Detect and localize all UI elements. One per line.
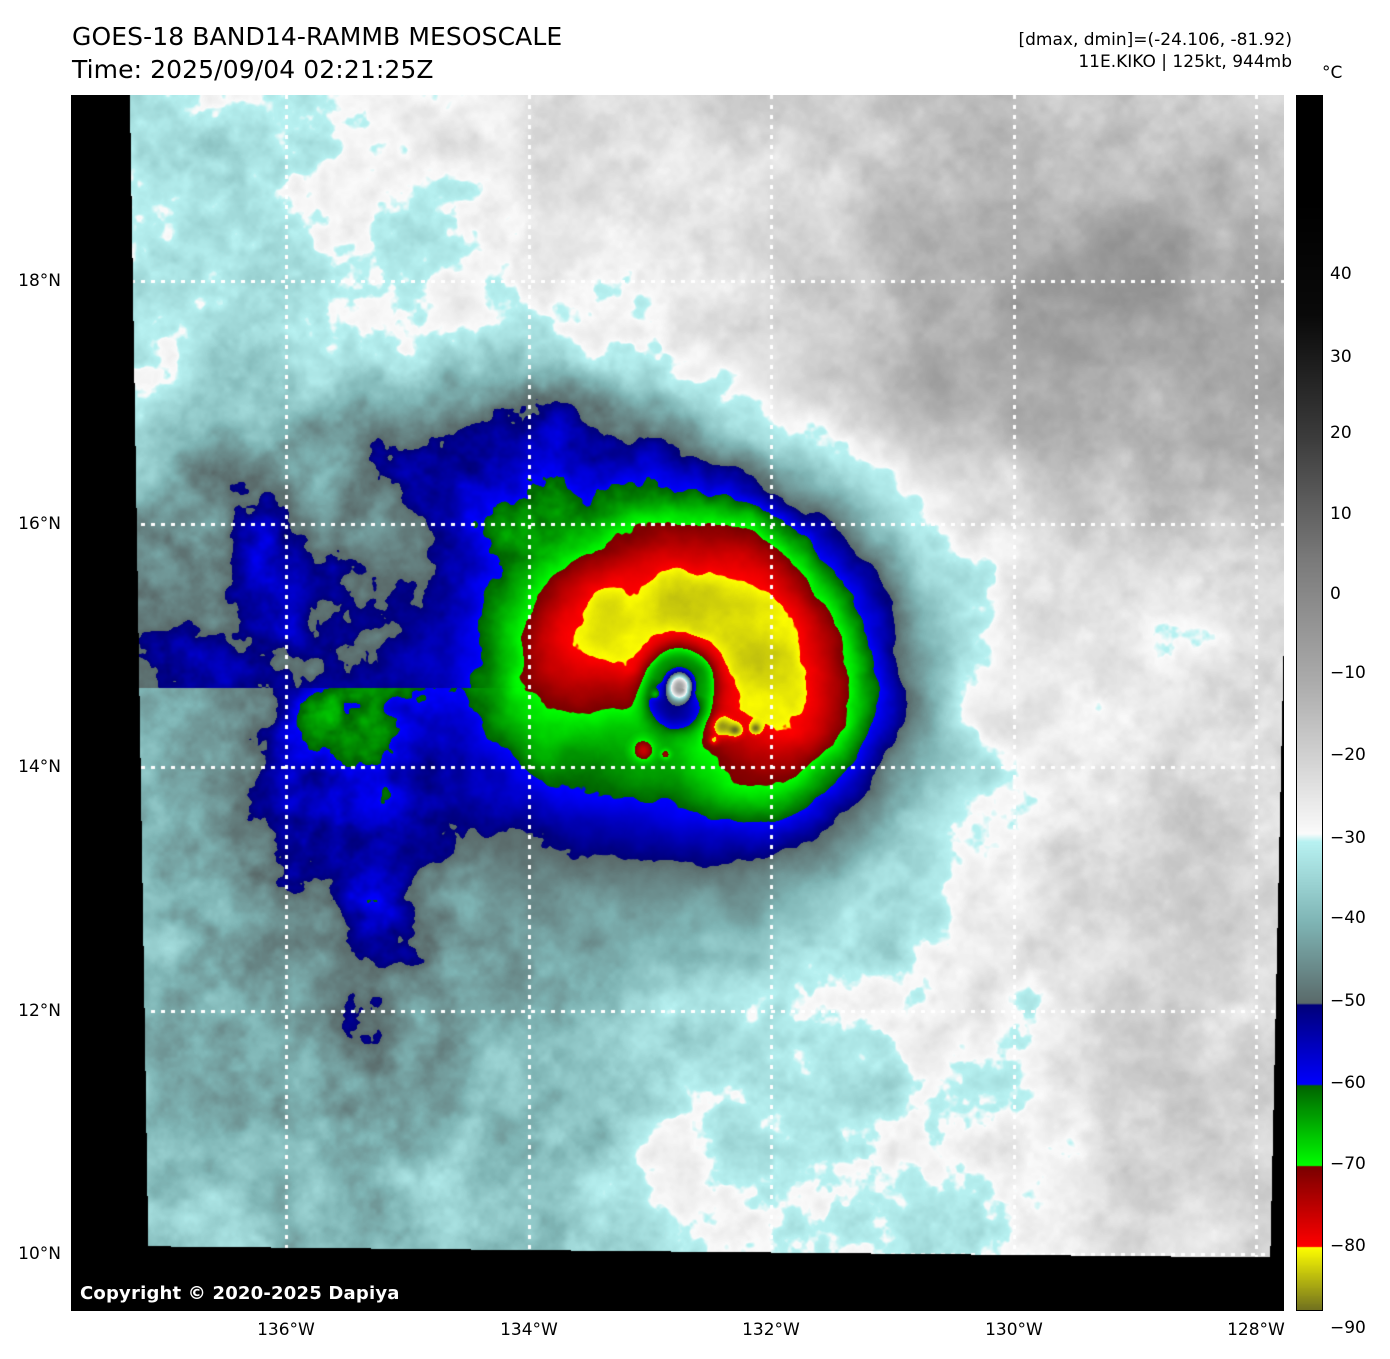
longitude-tick-label: 136°W xyxy=(257,1320,315,1340)
copyright-overlay: Copyright © 2020-2025 Dapiya xyxy=(80,1283,400,1304)
colorbar xyxy=(1296,95,1323,1311)
title-block: GOES-18 BAND14-RAMMB MESOSCALE Time: 202… xyxy=(72,20,562,86)
longitude-tick-label: 134°W xyxy=(500,1320,558,1340)
colorbar-tick-label: −20 xyxy=(1330,745,1366,765)
dmax-dmin-label: [dmax, dmin]=(-24.106, -81.92) xyxy=(1018,30,1293,50)
latitude-tick-label: 12°N xyxy=(18,1001,61,1021)
colorbar-tick-label: −90 xyxy=(1330,1318,1366,1338)
colorbar-tick-label: 0 xyxy=(1330,584,1341,604)
colorbar-tick-label: 20 xyxy=(1330,423,1352,443)
longitude-tick-label: 128°W xyxy=(1227,1320,1285,1340)
colorbar-unit-label: °C xyxy=(1322,63,1343,83)
timestamp-label: Time: 2025/09/04 02:21:25Z xyxy=(72,55,434,84)
longitude-tick-label: 130°W xyxy=(985,1320,1043,1340)
colorbar-gradient xyxy=(1296,95,1323,1311)
latitude-tick-label: 16°N xyxy=(18,514,61,534)
metadata-block: [dmax, dmin]=(-24.106, -81.92) 11E.KIKO … xyxy=(1019,30,1293,74)
colorbar-tick-label: −60 xyxy=(1330,1073,1366,1093)
storm-info-label: 11E.KIKO | 125kt, 944mb xyxy=(1078,51,1292,72)
colorbar-tick-label: 30 xyxy=(1330,347,1352,367)
satellite-imagery-canvas xyxy=(71,95,1284,1311)
latitude-tick-label: 10°N xyxy=(18,1244,61,1264)
satellite-image-plot xyxy=(71,95,1284,1311)
longitude-tick-label: 132°W xyxy=(742,1320,800,1340)
colorbar-tick-label: −10 xyxy=(1330,663,1366,683)
colorbar-tick-label: 40 xyxy=(1330,264,1352,284)
colorbar-tick-label: 10 xyxy=(1330,504,1352,524)
colorbar-tick-label: −40 xyxy=(1330,908,1366,928)
latitude-tick-label: 18°N xyxy=(18,271,61,291)
latitude-tick-label: 14°N xyxy=(18,757,61,777)
page-title: GOES-18 BAND14-RAMMB MESOSCALE xyxy=(72,22,563,51)
colorbar-tick-label: −80 xyxy=(1330,1236,1366,1256)
colorbar-tick-label: −50 xyxy=(1330,991,1366,1011)
colorbar-tick-label: −30 xyxy=(1330,828,1366,848)
colorbar-tick-label: −70 xyxy=(1330,1154,1366,1174)
